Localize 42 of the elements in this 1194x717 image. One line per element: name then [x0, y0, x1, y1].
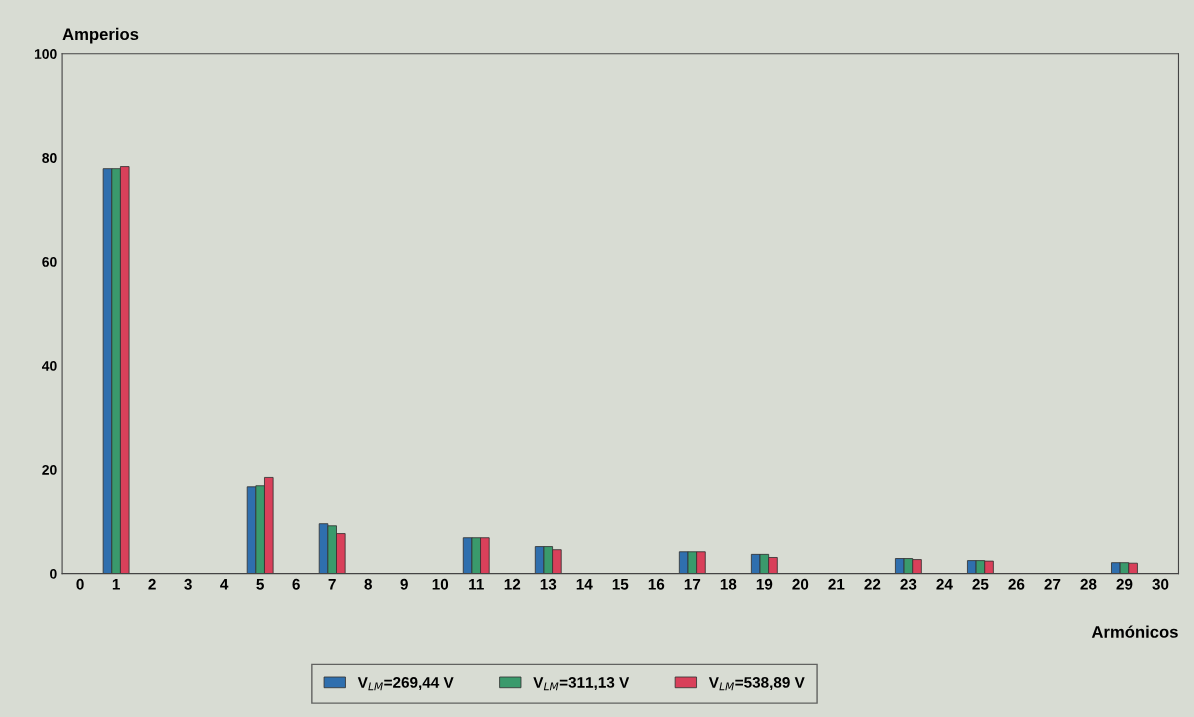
- x-tick-label: 12: [504, 578, 521, 590]
- y-tick-label: 0: [50, 568, 57, 579]
- x-tick-label: 22: [864, 578, 881, 590]
- x-tick-label: 16: [648, 578, 665, 590]
- x-tick-label: 13: [540, 578, 557, 590]
- x-tick-label: 28: [1080, 578, 1097, 590]
- x-tick-label: 17: [684, 579, 701, 590]
- x-tick-label: 7: [328, 579, 336, 590]
- x-tick-label: 3: [184, 578, 192, 590]
- y-axis-title: Amperios: [62, 27, 139, 44]
- y-tick-label: 100: [34, 49, 57, 59]
- x-tick-label: 4: [220, 579, 229, 590]
- x-tick-label: 2: [148, 578, 156, 590]
- x-tick-label: 14: [576, 579, 593, 590]
- x-tick-label: 8: [364, 578, 372, 590]
- x-tick-label: 26: [1008, 578, 1025, 590]
- x-tick-label: 27: [1044, 578, 1061, 590]
- legend-label: V$_{LM}$=538,89 V: [708, 677, 805, 691]
- y-tick-label: 20: [42, 464, 57, 475]
- x-tick-label: 20: [792, 578, 809, 590]
- x-tick-label: 11: [469, 579, 484, 590]
- x-tick-label: 9: [400, 578, 408, 590]
- x-axis-title: Armónicos: [1091, 625, 1178, 638]
- x-tick-label: 6: [292, 578, 300, 590]
- legend-label: V$_{LM}$=269,44 V: [357, 677, 454, 691]
- x-tick-label: 24: [936, 578, 953, 590]
- x-tick-label: 0: [76, 578, 84, 590]
- x-tick-label: 23: [900, 578, 917, 590]
- x-tick-label: 29: [1116, 578, 1133, 590]
- legend-label: V$_{LM}$=311,13 V: [533, 677, 630, 691]
- x-tick-label: 25: [972, 578, 989, 590]
- x-tick-label: 19: [756, 578, 773, 590]
- x-tick-label: 5: [256, 579, 264, 590]
- y-tick-label: 40: [41, 361, 57, 371]
- x-tick-label: 18: [720, 578, 737, 590]
- x-tick-label: 10: [432, 578, 449, 590]
- y-tick-label: 80: [42, 153, 57, 163]
- y-tick-label: 60: [42, 257, 57, 267]
- x-tick-label: 15: [612, 579, 629, 590]
- x-tick-label: 30: [1152, 578, 1169, 590]
- x-tick-label: 21: [828, 578, 845, 590]
- x-tick-label: 1: [112, 579, 120, 590]
